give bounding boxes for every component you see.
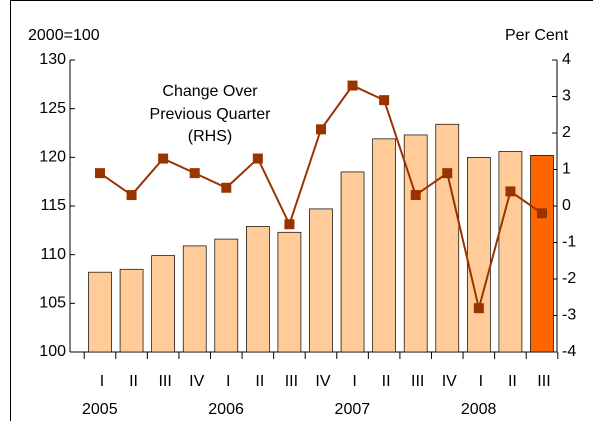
- year-label: 2006: [208, 401, 244, 418]
- y2-tick-label: -2: [562, 270, 576, 287]
- right-unit: Per Cent: [505, 27, 569, 44]
- y-tick-label: 105: [39, 295, 66, 312]
- x-tick-label: I: [352, 373, 356, 390]
- marker: [95, 168, 105, 179]
- y-tick-label: 120: [39, 149, 66, 166]
- year-label: 2005: [82, 401, 118, 418]
- annotation: Change Over: [162, 83, 258, 100]
- bar: [151, 255, 175, 353]
- marker: [284, 219, 295, 230]
- marker: [442, 168, 453, 179]
- marker: [410, 190, 421, 201]
- y2-tick-label: 0: [562, 197, 571, 214]
- y2-tick-label: -1: [562, 234, 576, 251]
- left-unit: 2000=100: [28, 27, 100, 44]
- bar: [309, 208, 333, 353]
- y2-tick-label: -4: [562, 343, 576, 360]
- y-tick-label: 125: [39, 100, 66, 117]
- bar: [530, 155, 554, 353]
- year-label: 2008: [461, 401, 497, 418]
- y2-tick-label: -3: [562, 307, 576, 324]
- y-tick-label: 100: [39, 343, 66, 360]
- bar: [246, 226, 270, 353]
- bar: [403, 134, 428, 353]
- bar: [340, 171, 365, 353]
- y-tick-label: 115: [40, 197, 66, 214]
- x-tick-label: III: [411, 373, 424, 390]
- y-tick-label: 110: [40, 246, 66, 263]
- y-tick-label: 130: [39, 51, 66, 68]
- x-tick-label: II: [255, 373, 264, 390]
- marker: [221, 182, 232, 193]
- x-tick-label: I: [479, 373, 483, 390]
- x-tick-label: II: [508, 373, 517, 390]
- x-tick-label: III: [285, 373, 298, 390]
- x-tick-label: II: [129, 373, 138, 390]
- marker: [347, 80, 358, 91]
- y2-tick-label: 2: [562, 124, 571, 141]
- bar: [435, 123, 460, 353]
- marker: [158, 153, 169, 164]
- bar: [88, 271, 112, 353]
- marker: [379, 95, 390, 106]
- x-tick-label: III: [158, 373, 171, 390]
- marker: [189, 168, 200, 179]
- year-label: 2007: [335, 401, 371, 418]
- y2-tick-label: 4: [562, 51, 571, 68]
- marker: [505, 186, 516, 197]
- marker: [126, 190, 137, 201]
- x-tick-label: IV: [315, 373, 330, 390]
- y2-tick-label: 3: [562, 88, 571, 105]
- bar: [119, 268, 144, 353]
- annotation: (RHS): [188, 128, 232, 145]
- annotation: Previous Quarter: [150, 106, 272, 123]
- frame: [10, 0, 593, 421]
- marker: [473, 303, 484, 314]
- bar: [372, 138, 396, 353]
- bar: [498, 151, 523, 353]
- y2-tick-label: 1: [562, 161, 571, 178]
- bar: [277, 231, 302, 353]
- bar: [466, 156, 491, 353]
- x-tick-label: IV: [442, 373, 457, 390]
- x-tick-label: I: [226, 373, 230, 390]
- x-tick-label: II: [382, 373, 391, 390]
- bar: [182, 245, 207, 353]
- bar: [214, 238, 239, 353]
- marker: [536, 208, 547, 219]
- x-tick-label: IV: [189, 373, 204, 390]
- marker: [252, 153, 263, 164]
- x-tick-label: I: [100, 373, 104, 390]
- x-tick-label: III: [537, 373, 550, 390]
- marker: [315, 124, 326, 135]
